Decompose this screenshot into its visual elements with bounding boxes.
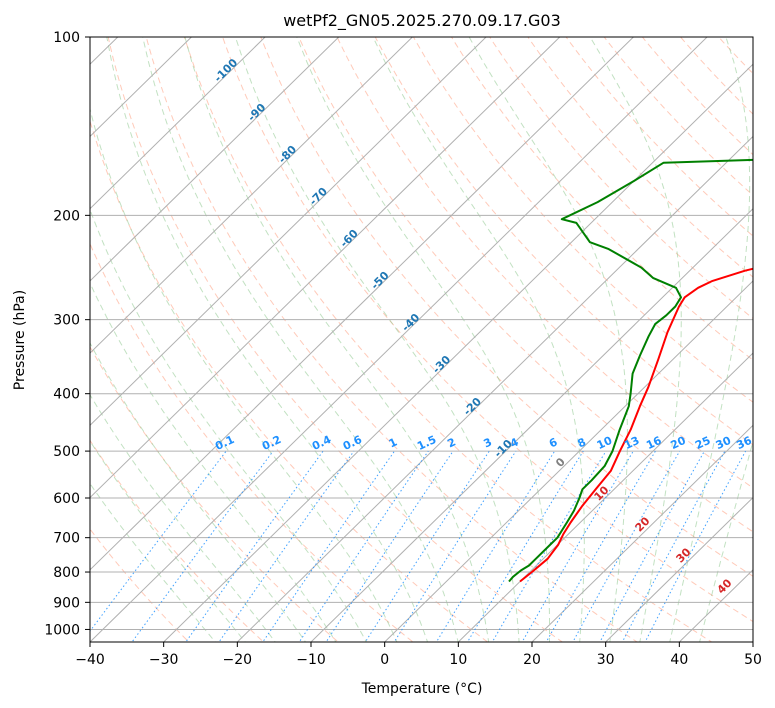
isotherm-line xyxy=(604,496,753,642)
isotherm-line xyxy=(90,37,340,282)
mixing-ratio-label: 20 xyxy=(668,434,688,452)
dry-adiabat xyxy=(183,37,713,642)
y-tick-label: 500 xyxy=(53,444,80,460)
y-tick-label: 100 xyxy=(53,30,80,46)
x-tick-label: 40 xyxy=(670,652,688,668)
x-axis-title: Temperature (°C) xyxy=(361,681,483,697)
moist-adiabat xyxy=(142,37,459,642)
moist-adiabat xyxy=(296,37,550,642)
x-tick-label: 20 xyxy=(523,652,541,668)
mixing-ratio-line xyxy=(298,450,429,642)
dry-adiabat xyxy=(222,37,753,623)
mixing-ratio-label: 25 xyxy=(693,434,712,452)
isotherm-line xyxy=(90,37,708,642)
isotherm-line xyxy=(90,37,266,210)
dry-adiabat xyxy=(260,37,753,577)
dry-adiabat xyxy=(336,37,753,489)
isotherm-line xyxy=(162,63,753,642)
moist-adiabat xyxy=(90,208,367,642)
dry-adiabat xyxy=(90,439,265,642)
isotherm-line xyxy=(383,280,753,642)
y-tick-label: 300 xyxy=(53,313,80,329)
dry-adiabat xyxy=(90,528,190,642)
mixing-ratio-line xyxy=(185,450,324,642)
dry-adiabat xyxy=(145,37,638,642)
x-tick-label: 30 xyxy=(597,652,615,668)
mixing-ratio-line xyxy=(545,450,656,642)
dry-adiabat xyxy=(90,242,414,642)
axes: −40 −30 −20 −10 0 10 20 30 40 50 100 200 300 400 500 60… xyxy=(44,30,762,668)
temperature-line xyxy=(519,267,753,583)
mixing-ratio-line xyxy=(491,450,607,642)
mixing-ratio-line xyxy=(325,450,454,642)
isotherm-line xyxy=(90,37,193,138)
y-tick-label: 1000 xyxy=(44,622,80,638)
isotherm-line xyxy=(310,207,753,642)
y-tick-label: 900 xyxy=(53,595,80,611)
x-tick-label: 0 xyxy=(380,652,389,668)
x-tick-label: −40 xyxy=(75,652,105,668)
mixing-ratio-line xyxy=(218,450,355,642)
dry-adiabat xyxy=(527,37,753,278)
isotherm-line xyxy=(90,37,635,571)
isotherm-line xyxy=(90,37,487,427)
moist-adiabat xyxy=(372,37,585,642)
profile-lines xyxy=(508,158,753,583)
mixing-ratio-line xyxy=(364,450,490,642)
x-tick-label: 50 xyxy=(744,652,762,668)
moist-adiabat xyxy=(468,37,628,642)
mixing-ratio-line xyxy=(393,450,517,642)
x-tick-label: −10 xyxy=(296,652,326,668)
moist-adiabat xyxy=(669,37,751,642)
x-tick-label: −20 xyxy=(223,652,253,668)
moist-adiabat xyxy=(90,393,276,642)
y-tick-label: 200 xyxy=(53,208,80,224)
isotherm-line xyxy=(90,37,561,499)
mixing-ratio-line xyxy=(466,450,584,642)
dry-adiabat xyxy=(374,37,753,446)
skewed-isotherms xyxy=(90,37,753,642)
x-tick-label: 10 xyxy=(449,652,467,668)
moist-adiabat xyxy=(90,482,216,642)
mixing-ratio-lines xyxy=(90,450,747,642)
isotherm-line xyxy=(90,37,414,354)
moist-adiabat xyxy=(589,37,682,642)
y-tick-label: 800 xyxy=(53,565,80,581)
mixing-ratio-line xyxy=(521,450,634,642)
mixing-ratio-line xyxy=(572,450,681,642)
mixing-ratio-label: 30 xyxy=(714,434,734,452)
chart-title: wetPf2_GN05.2025.270.09.17.G03 xyxy=(283,11,561,31)
dewpoint-line xyxy=(508,158,753,583)
dry-adiabat xyxy=(107,37,564,642)
mixing-ratio-line xyxy=(262,450,395,642)
y-tick-label: 700 xyxy=(53,531,80,547)
mixing-ratio-label: 16 xyxy=(644,434,664,452)
dry-adiabat xyxy=(412,37,753,403)
moist-adiabat xyxy=(90,342,307,642)
dry-adiabat xyxy=(90,119,489,642)
mixing-ratio-label: 10 xyxy=(595,434,615,452)
isotherm-line xyxy=(531,424,753,642)
y-tick-label: 600 xyxy=(53,491,80,507)
dry-adiabat xyxy=(489,37,753,320)
plot-frame xyxy=(89,36,754,643)
pressure-gridlines xyxy=(90,37,753,630)
isotherm-line xyxy=(236,135,753,642)
moist-adiabat xyxy=(234,37,520,642)
x-tick-label: −30 xyxy=(149,652,179,668)
mixing-ratio-line xyxy=(599,450,705,642)
y-axis-title: Pressure (hPa) xyxy=(12,290,28,390)
mixing-ratio-label: 36 xyxy=(734,434,754,452)
dry-adiabat xyxy=(450,37,753,361)
mixing-ratio-label: 13 xyxy=(622,434,641,452)
y-tick-label: 400 xyxy=(53,387,80,403)
